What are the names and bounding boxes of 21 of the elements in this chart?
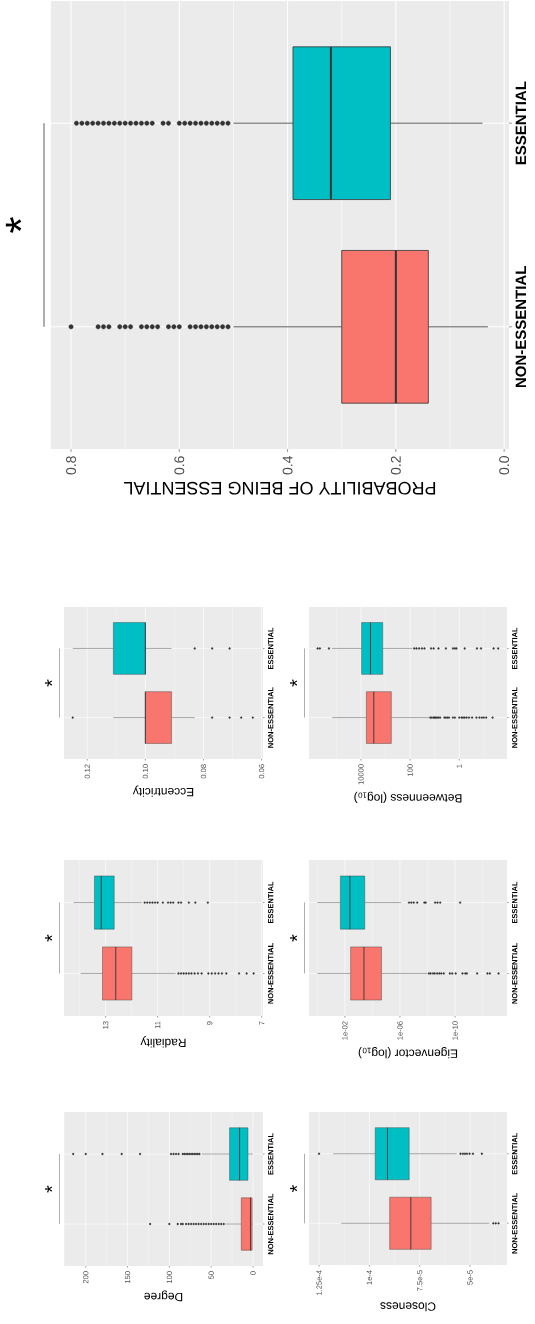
- x-axis-title: Closeness: [380, 1302, 436, 1312]
- x-axis-title: Eigenvector (log$_{10}$): [358, 1047, 458, 1059]
- x-axis-title: Eccentricity: [132, 785, 194, 797]
- text: *: [5, 217, 22, 233]
- text: *: [45, 934, 53, 942]
- x-tick-label: 0.6: [174, 456, 185, 475]
- x-axis-title: Radiality: [140, 1036, 186, 1048]
- x-axis-title: Betweenness (log$_{10}$): [354, 791, 462, 803]
- x-tick-label: 0.0: [499, 456, 510, 475]
- y-tick-label: NON-ESSENTIAL: [515, 266, 527, 388]
- x-axis-title: PROBABILITY OF BEING ESSENTIAL: [124, 481, 436, 495]
- text: *: [290, 679, 298, 687]
- x-tick-label: 0.8: [66, 456, 76, 475]
- text: *: [45, 1185, 53, 1193]
- text: *: [290, 1184, 298, 1193]
- x-tick-label: 0.4: [282, 455, 293, 475]
- x-tick-label: 0.2: [390, 456, 401, 475]
- text: *: [45, 679, 53, 687]
- text: *: [290, 934, 298, 942]
- y-tick-label: ESSENTIAL: [515, 81, 527, 165]
- x-axis-title: Degree: [144, 1290, 183, 1302]
